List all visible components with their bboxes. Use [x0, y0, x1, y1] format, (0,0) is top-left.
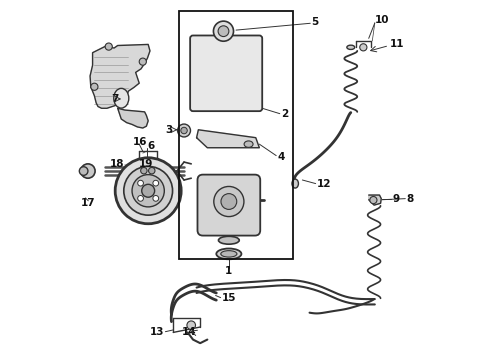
Circle shape [214, 186, 244, 217]
FancyBboxPatch shape [190, 36, 262, 111]
Text: 6: 6 [147, 141, 155, 151]
Circle shape [141, 167, 147, 174]
Circle shape [138, 195, 144, 201]
Text: 11: 11 [390, 40, 405, 49]
Circle shape [218, 26, 229, 37]
Circle shape [138, 180, 144, 186]
Text: 15: 15 [221, 293, 236, 303]
Circle shape [360, 44, 367, 51]
Text: 9: 9 [392, 194, 399, 204]
Circle shape [187, 321, 196, 329]
Ellipse shape [347, 45, 355, 49]
Ellipse shape [219, 236, 239, 244]
Circle shape [142, 184, 155, 197]
Text: 1: 1 [225, 266, 232, 276]
Circle shape [181, 127, 187, 134]
Circle shape [124, 166, 172, 215]
Circle shape [139, 58, 147, 65]
Text: 8: 8 [406, 194, 414, 204]
Ellipse shape [244, 141, 253, 147]
Text: 17: 17 [81, 198, 96, 208]
Circle shape [153, 180, 159, 186]
FancyBboxPatch shape [197, 175, 260, 235]
Text: 13: 13 [150, 327, 164, 337]
Text: 5: 5 [311, 17, 318, 27]
Circle shape [115, 158, 181, 224]
Circle shape [177, 124, 191, 137]
Text: 19: 19 [139, 159, 153, 169]
Text: 12: 12 [317, 179, 331, 189]
Ellipse shape [114, 88, 129, 108]
Ellipse shape [216, 248, 242, 259]
Text: 7: 7 [111, 94, 119, 104]
Circle shape [153, 195, 159, 201]
Bar [179, 12, 294, 259]
Circle shape [148, 167, 155, 174]
Text: 14: 14 [181, 327, 196, 337]
Circle shape [81, 164, 95, 178]
Text: 18: 18 [110, 159, 124, 169]
Ellipse shape [221, 251, 237, 257]
Circle shape [221, 194, 237, 210]
Circle shape [79, 167, 88, 175]
Circle shape [91, 83, 98, 90]
Text: 2: 2 [281, 109, 288, 119]
Ellipse shape [292, 179, 298, 188]
Text: 4: 4 [277, 152, 285, 162]
Circle shape [370, 197, 377, 204]
Text: 3: 3 [166, 125, 172, 135]
Polygon shape [90, 44, 150, 108]
Circle shape [214, 21, 234, 41]
Polygon shape [118, 108, 148, 128]
Polygon shape [196, 130, 259, 148]
Text: 16: 16 [133, 138, 147, 147]
Polygon shape [368, 195, 381, 205]
Circle shape [132, 175, 164, 207]
Text: 10: 10 [375, 15, 390, 26]
Circle shape [105, 43, 112, 50]
